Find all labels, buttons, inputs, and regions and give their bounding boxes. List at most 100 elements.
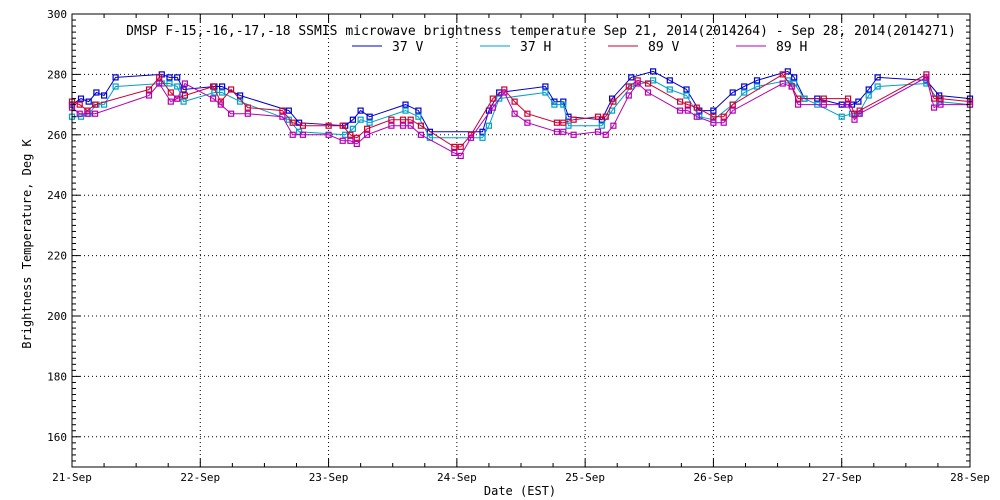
data-point	[402, 101, 409, 108]
data-point	[279, 113, 286, 120]
data-point	[325, 122, 332, 129]
data-point	[91, 110, 99, 117]
legend-label: 37 H	[520, 40, 551, 55]
data-point	[788, 83, 795, 90]
data-point	[145, 92, 153, 99]
data-point	[339, 122, 346, 129]
data-point	[710, 119, 717, 126]
data-point	[560, 119, 567, 126]
y-tick-label: 260	[47, 129, 67, 142]
data-point	[219, 89, 226, 96]
data-point	[937, 101, 944, 108]
data-point	[524, 110, 531, 117]
series-layer	[68, 68, 974, 159]
data-point	[684, 101, 691, 108]
data-point	[353, 134, 360, 141]
data-point	[608, 107, 616, 114]
series-89-h	[68, 74, 974, 159]
legend-label: 89 V	[648, 40, 679, 55]
y-tick-label: 200	[47, 310, 67, 323]
data-point	[551, 101, 558, 108]
data-point	[244, 110, 251, 117]
data-point	[364, 131, 371, 138]
data-point	[415, 107, 422, 114]
data-point	[279, 107, 286, 114]
data-point	[174, 74, 181, 81]
data-point	[93, 89, 100, 96]
series-line	[72, 79, 971, 139]
data-point	[228, 86, 235, 93]
y-tick-label: 180	[47, 370, 67, 383]
x-tick-label: 27-Sep	[822, 471, 862, 484]
x-tick-label: 24-Sep	[437, 471, 477, 484]
data-point	[865, 92, 872, 99]
data-point	[710, 107, 717, 114]
y-tick-label: 300	[47, 8, 67, 21]
data-point	[542, 89, 549, 96]
data-point	[570, 131, 577, 138]
chart-title: DMSP F-15,-16,-17,-18 SSMIS microwave br…	[126, 24, 956, 39]
data-point	[347, 137, 354, 144]
data-point	[451, 143, 458, 150]
data-point	[91, 101, 99, 108]
data-point	[156, 74, 163, 81]
data-point	[415, 113, 422, 120]
data-point	[741, 83, 748, 90]
data-point	[553, 128, 561, 135]
data-point	[684, 107, 691, 114]
data-point	[166, 74, 173, 81]
data-point	[542, 83, 549, 90]
data-point	[237, 92, 244, 99]
data-point	[820, 95, 827, 102]
data-point	[693, 113, 700, 120]
data-point	[388, 116, 395, 123]
data-point	[501, 89, 508, 96]
data-point	[729, 101, 736, 108]
data-point	[353, 140, 360, 147]
data-point	[720, 113, 727, 120]
data-point	[779, 80, 786, 87]
data-point	[289, 131, 296, 138]
data-point	[100, 92, 108, 99]
x-tick-label: 22-Sep	[180, 471, 220, 484]
data-point	[598, 122, 605, 129]
data-point	[634, 80, 641, 87]
data-point	[856, 110, 863, 117]
data-point	[930, 104, 938, 111]
data-point	[156, 80, 163, 87]
data-point	[210, 95, 217, 102]
data-point	[166, 80, 173, 87]
data-point	[167, 89, 174, 96]
data-point	[467, 134, 475, 141]
data-point	[219, 83, 226, 90]
data-point	[489, 95, 496, 102]
y-tick-label: 240	[47, 189, 67, 202]
data-point	[357, 107, 364, 114]
data-point	[683, 86, 690, 93]
data-point	[602, 113, 609, 120]
data-point	[426, 128, 433, 135]
data-point	[76, 101, 83, 108]
data-point	[366, 119, 373, 126]
data-point	[112, 83, 119, 90]
data-point	[485, 122, 492, 129]
data-point	[610, 122, 617, 129]
data-point	[753, 77, 761, 84]
grid-lines	[72, 14, 970, 467]
data-point	[874, 83, 881, 90]
data-point	[779, 71, 786, 78]
data-point	[610, 98, 617, 105]
data-point	[710, 113, 717, 120]
data-point	[289, 119, 296, 126]
axis-ticks: 160 180 200 220 240 260 280 300 21-Sep 22-Sep 23-S…	[47, 8, 990, 484]
x-tick-label: 26-Sep	[694, 471, 734, 484]
data-point	[417, 122, 424, 129]
data-point	[402, 107, 409, 114]
data-point	[753, 83, 761, 90]
data-point	[217, 101, 224, 108]
legend: 37 V 37 H 89 V 89 H	[352, 40, 807, 55]
y-tick-label: 280	[47, 68, 67, 81]
data-point	[844, 95, 852, 102]
data-point	[366, 113, 373, 120]
